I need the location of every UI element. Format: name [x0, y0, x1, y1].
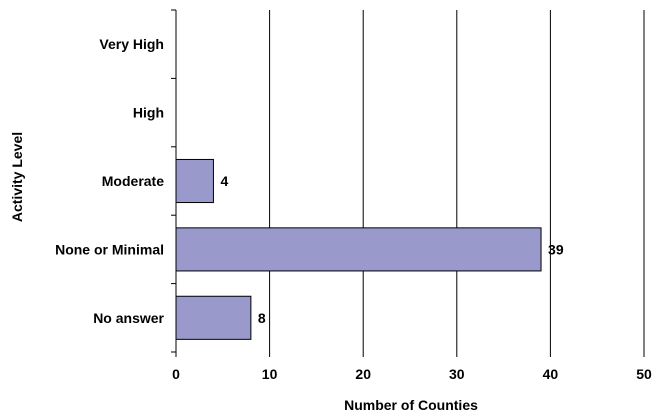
- x-tick-label: 30: [449, 366, 465, 382]
- x-tick-label: 40: [543, 366, 559, 382]
- bar-none-or-minimal: [175, 227, 542, 272]
- y-axis-title: Activity Level: [9, 132, 25, 222]
- y-category-label: Very High: [99, 36, 164, 52]
- axes: [171, 9, 645, 357]
- x-tick-label: 0: [172, 366, 180, 382]
- data-label: 39: [548, 241, 564, 257]
- labels: 0 10 20 30 40 50 Very High High Moderate 4 None or…: [55, 36, 652, 382]
- bars: [175, 158, 542, 340]
- x-axis-title: Number of Counties: [344, 397, 478, 413]
- data-label: 4: [220, 173, 228, 189]
- data-label: 8: [258, 310, 266, 326]
- x-tick-label: 50: [636, 366, 652, 382]
- y-category-label: Moderate: [102, 173, 164, 189]
- y-category-label: High: [133, 105, 164, 121]
- y-category-label: None or Minimal: [55, 241, 164, 257]
- y-category-label: No answer: [93, 310, 164, 326]
- x-tick-label: 20: [355, 366, 371, 382]
- bar-moderate: [175, 158, 214, 204]
- bar-no-answer: [175, 295, 252, 340]
- x-tick-label: 10: [262, 366, 278, 382]
- grid-lines: [269, 10, 645, 352]
